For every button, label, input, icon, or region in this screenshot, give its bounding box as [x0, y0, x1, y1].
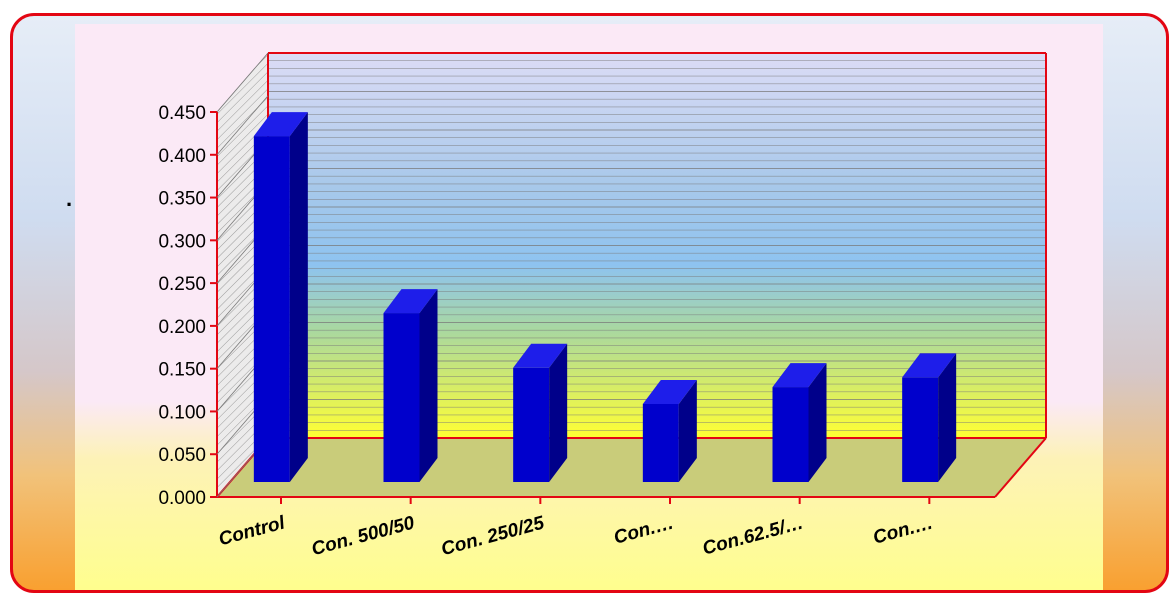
bar-side	[808, 363, 827, 482]
y-axis-ticks: 0.000 0.050 0.100 0.150 0.200 0.250 0.300 0.350…	[158, 52, 269, 509]
bar-front	[902, 377, 939, 482]
bar-front	[253, 136, 290, 483]
bars	[253, 112, 957, 483]
bar-front	[772, 387, 809, 482]
x-tick-label: Con. 250/25	[439, 512, 547, 560]
bar-top	[642, 379, 697, 404]
x-axis-labels: Control Con. 500/50 Con. 250/25 Con.… Con.62…	[216, 497, 935, 560]
bar	[642, 379, 697, 482]
bar	[383, 289, 438, 482]
y-tick-label: 0.300	[158, 231, 206, 252]
stray-dot: .	[66, 186, 73, 211]
y-tick-label: 0.200	[158, 317, 206, 338]
axes	[216, 52, 1047, 498]
bar-top	[513, 343, 568, 368]
bar-side	[419, 289, 438, 482]
y-tick-label: 0.250	[158, 274, 206, 295]
bar-top	[772, 363, 827, 388]
bar-top	[902, 353, 957, 378]
y-tick-label: 0.000	[158, 488, 206, 509]
side-gridline	[216, 52, 269, 113]
side-gridline	[216, 95, 269, 156]
bar-side	[549, 343, 568, 482]
y-tick-label: 0.050	[158, 445, 206, 466]
bar-front	[383, 313, 420, 482]
bar-front	[642, 403, 679, 482]
x-tick-label: Con.…	[871, 513, 936, 549]
bar-side	[289, 112, 308, 482]
x-tick-label: Con.…	[612, 513, 677, 549]
bar-top	[383, 289, 438, 314]
bar	[253, 112, 308, 483]
bar-side	[938, 353, 957, 482]
y-tick-label: 0.350	[158, 189, 206, 210]
bar-side	[678, 379, 697, 482]
bar	[772, 363, 827, 482]
y-tick-label: 0.150	[158, 360, 206, 381]
y-tick-label: 0.100	[158, 402, 206, 423]
x-tick-label: Control	[216, 512, 287, 550]
x-tick-label: Con. 500/50	[309, 512, 417, 560]
bar	[513, 343, 568, 482]
y-tick-label: 0.400	[158, 146, 206, 167]
bar-front	[513, 367, 550, 482]
floor-right-edge	[994, 437, 1047, 498]
bar-top	[253, 112, 308, 137]
y-tick-label: 0.450	[158, 103, 206, 124]
bar	[902, 353, 957, 482]
x-tick-label: Con.62.5/…	[700, 513, 805, 560]
